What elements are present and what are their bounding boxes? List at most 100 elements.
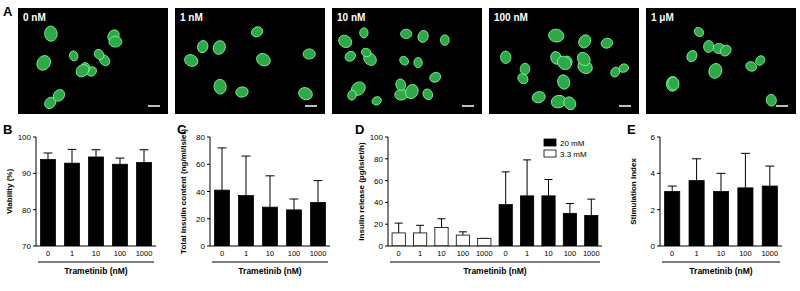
bar xyxy=(713,192,728,247)
y-tick-label: 20 xyxy=(196,215,205,224)
y-tick-label: 0 xyxy=(201,242,206,251)
cell xyxy=(754,54,767,67)
y-tick xyxy=(385,224,388,225)
cell xyxy=(556,73,571,90)
error-bar xyxy=(569,203,570,213)
x-axis xyxy=(210,246,330,247)
cell xyxy=(359,28,368,39)
y-tick-label: 4 xyxy=(651,169,656,178)
error-cap xyxy=(242,156,251,157)
error-cap xyxy=(438,218,446,219)
y-tick xyxy=(385,202,388,203)
error-cap xyxy=(68,149,77,150)
error-bar xyxy=(672,186,673,191)
error-bar xyxy=(72,149,73,163)
cell xyxy=(600,37,614,49)
cell xyxy=(371,95,383,106)
cell xyxy=(428,71,442,84)
marks xyxy=(665,153,778,246)
cell xyxy=(347,89,357,101)
cell xyxy=(44,26,58,42)
error-cap xyxy=(92,149,101,150)
y-tick xyxy=(207,191,210,192)
bar xyxy=(215,190,230,246)
y-tick-label: 100 xyxy=(370,133,384,142)
x-tick-label: 1 xyxy=(244,249,248,258)
error-cap xyxy=(716,173,725,174)
scale-bar xyxy=(776,105,788,107)
error-bar xyxy=(505,172,506,205)
cell xyxy=(667,76,679,90)
chart: C02040608001101001000Trametinib (nM)Tota… xyxy=(177,122,330,276)
x-tick-label: 0 xyxy=(46,249,50,258)
image-label: 1 μM xyxy=(651,12,674,23)
y-axis-label: Total insulin content (ng/ml/islet) xyxy=(179,129,188,254)
y-tick xyxy=(657,246,660,247)
x-tick-label: 0 xyxy=(504,249,508,258)
y-axis-label: Viability (%) xyxy=(5,169,14,215)
cell xyxy=(336,33,354,50)
error-cap xyxy=(692,158,701,159)
image-label: 100 nM xyxy=(494,12,528,23)
bar xyxy=(689,181,704,246)
bar xyxy=(738,188,753,246)
chart: E024601101001000Trametinib (nM)Stimulati… xyxy=(627,122,782,276)
panel-letter: E xyxy=(627,122,636,137)
y-axis xyxy=(36,137,37,246)
chart: B70809010001101001000Trametinib (nM)Viab… xyxy=(3,122,156,276)
bar xyxy=(263,207,278,246)
error-bar xyxy=(398,223,399,233)
y-axis-label: Insulin release (pg/islet/h) xyxy=(357,142,366,241)
error-bar xyxy=(222,148,223,190)
marks xyxy=(215,148,326,246)
image-frame xyxy=(175,8,325,114)
y-axis xyxy=(388,137,389,246)
y-tick xyxy=(33,173,36,174)
error-cap xyxy=(765,166,774,167)
error-cap xyxy=(587,199,595,200)
cell xyxy=(692,26,705,39)
error-cap xyxy=(545,179,553,180)
bar xyxy=(665,192,680,247)
error-bar xyxy=(120,158,121,164)
error-cap xyxy=(395,223,403,224)
x-axis-label: Trametinib (nM) xyxy=(689,266,752,276)
cell xyxy=(74,62,92,79)
y-axis xyxy=(660,137,661,246)
cell xyxy=(297,85,315,102)
error-cap xyxy=(502,171,510,172)
x-axis xyxy=(36,246,156,247)
y-tick xyxy=(33,209,36,210)
x-tick-label: 1 xyxy=(418,249,422,258)
bar xyxy=(585,215,598,246)
cell xyxy=(183,52,200,68)
cell xyxy=(196,39,209,54)
cell xyxy=(707,62,724,80)
x-tick-label: 10 xyxy=(544,249,552,258)
cell xyxy=(109,36,122,47)
y-axis-label: Stimulation index xyxy=(629,158,638,225)
x-tick-label: 1000 xyxy=(476,249,493,258)
bar xyxy=(520,196,533,246)
error-bar xyxy=(270,176,271,207)
image-label: 10 nM xyxy=(337,12,365,23)
marks xyxy=(41,149,152,246)
y-tick-label: 70 xyxy=(22,242,31,251)
panel-letter: D xyxy=(355,122,364,137)
error-bar xyxy=(144,150,145,163)
x-tick-label: 10 xyxy=(717,249,725,258)
cell xyxy=(360,47,372,58)
x-tick-label: 100 xyxy=(739,249,752,258)
error-bar xyxy=(527,160,528,196)
cell xyxy=(703,40,714,53)
panel-letter: A xyxy=(3,4,13,19)
x-axis xyxy=(388,246,602,247)
image-frame xyxy=(646,8,796,114)
cell xyxy=(416,29,430,44)
group-line xyxy=(662,262,780,263)
bar xyxy=(478,238,491,246)
y-tick-label: 20 xyxy=(374,220,383,229)
error-bar xyxy=(48,153,49,160)
image-frame xyxy=(332,8,482,114)
cell xyxy=(531,90,547,105)
